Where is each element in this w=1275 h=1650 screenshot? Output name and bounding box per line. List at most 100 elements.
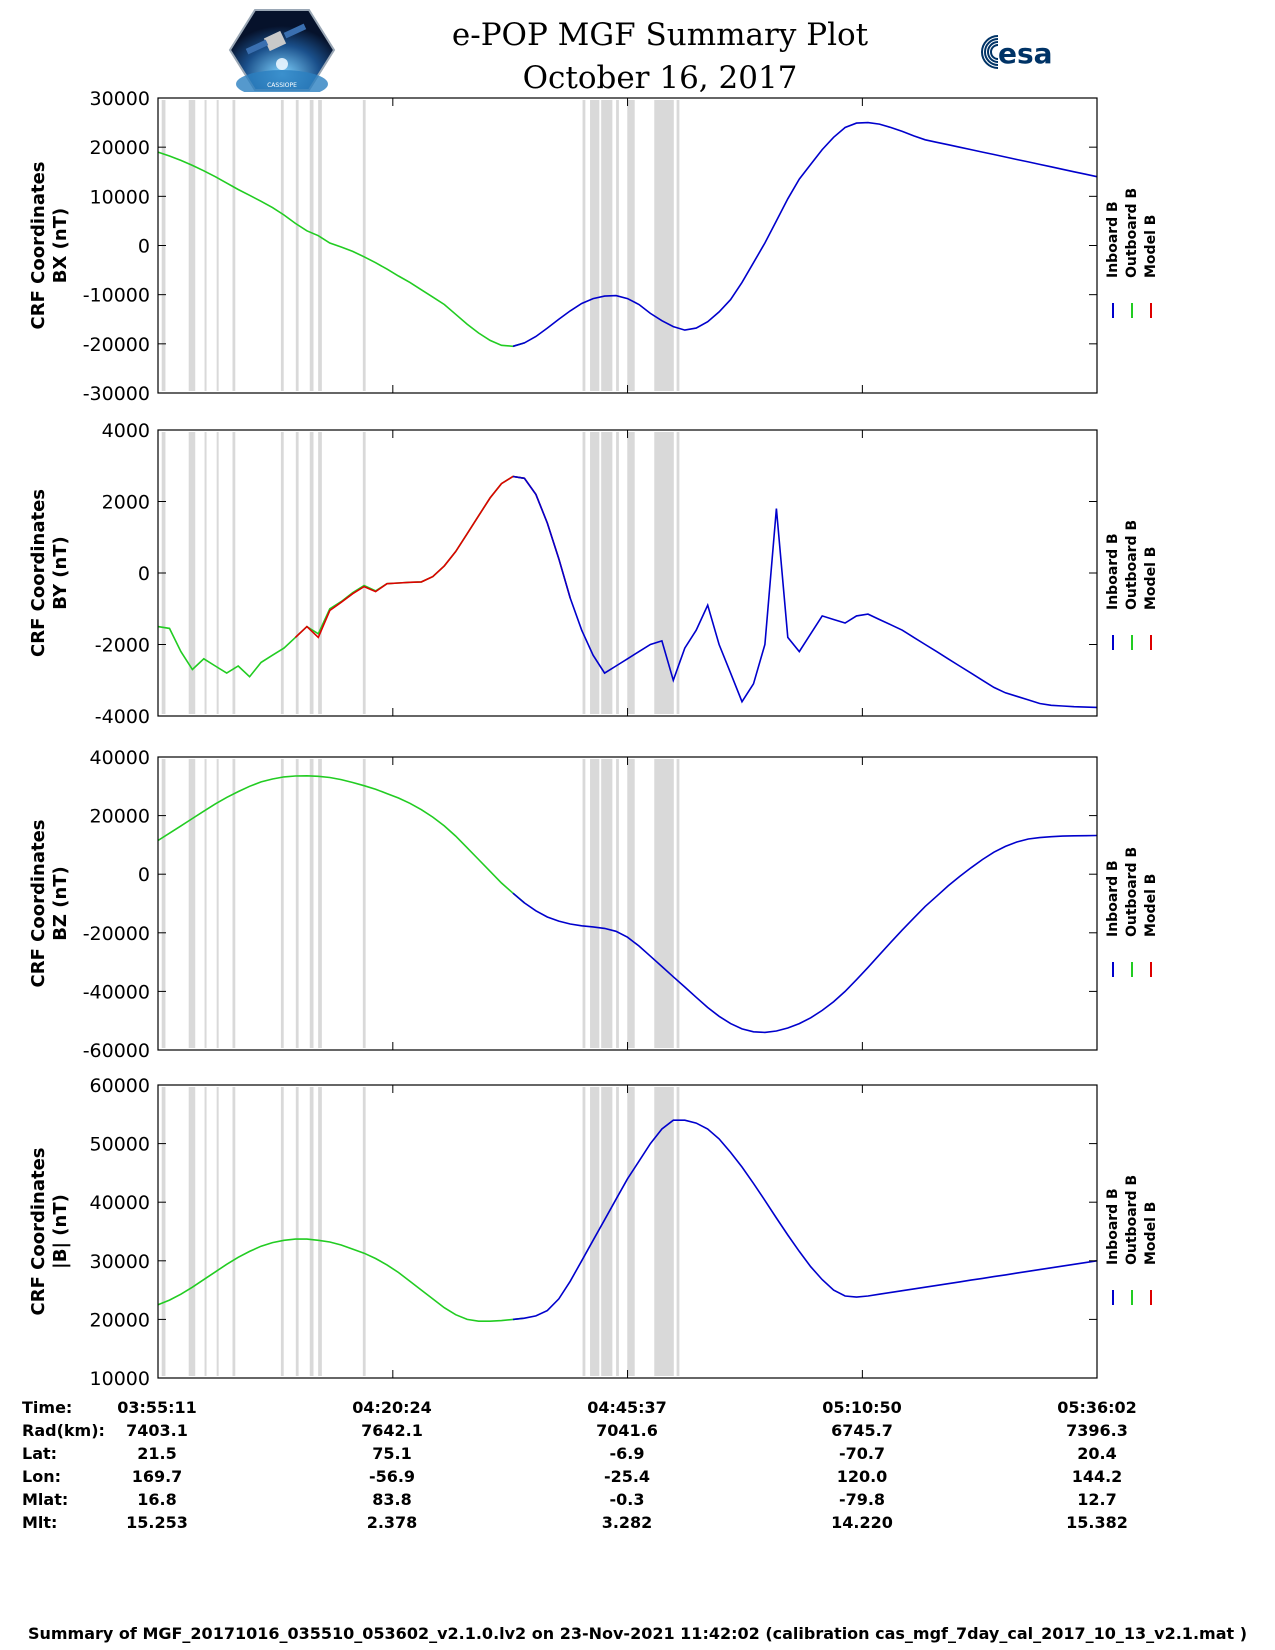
data-gap-band: [362, 100, 366, 391]
y-axis-label: CRF CoordinatesBZ (nT): [28, 820, 71, 988]
plot-title-line2: October 16, 2017: [522, 60, 798, 96]
data-gap-band: [216, 759, 219, 1048]
y-axis-label-line2: |B| (nT): [50, 1194, 71, 1269]
data-gap-band: [280, 100, 284, 391]
data-gap-band: [204, 432, 207, 714]
data-gap-band: [232, 432, 236, 714]
series-line-inboard-b: [512, 1119, 1098, 1321]
data-gap-band: [601, 100, 613, 391]
panel-4: 10000 20000 30000 40000 50000 60000 CRF Coordi…: [28, 1075, 1159, 1390]
y-tick-label: 0: [138, 864, 150, 886]
y-tick-label: 10000: [90, 1368, 150, 1390]
data-gap-band: [309, 1087, 314, 1376]
ephemeris-cell: 144.2: [1071, 1467, 1123, 1486]
legend-label: Inboard B: [1105, 201, 1121, 278]
series-line-outboard-b: [157, 475, 525, 678]
data-gap-band: [654, 432, 674, 714]
y-tick-label: 20000: [90, 1309, 150, 1331]
data-gap-band: [309, 432, 314, 714]
data-gap-band: [627, 759, 635, 1048]
series-line-outboard-b: [157, 1238, 525, 1322]
data-gap-band: [654, 100, 674, 391]
data-gap-band: [318, 759, 322, 1048]
ephemeris-row-label: Lon:: [22, 1467, 61, 1486]
y-tick-label: 0: [138, 236, 150, 258]
legend-label: Outboard B: [1124, 1175, 1140, 1265]
y-tick-label: 4000: [102, 420, 150, 442]
data-gap-band: [295, 759, 299, 1048]
y-axis-label-line1: CRF Coordinates: [28, 820, 49, 988]
data-gap-band: [232, 100, 236, 391]
y-axis-label: CRF Coordinates|B| (nT): [28, 1148, 71, 1316]
ephemeris-cell: -25.4: [603, 1467, 651, 1486]
data-gap-band: [601, 759, 613, 1048]
data-gap-band: [590, 100, 600, 391]
y-tick-label: 2000: [102, 492, 150, 514]
ephemeris-cell: 169.7: [131, 1467, 183, 1486]
ephemeris-cell: 12.7: [1077, 1490, 1117, 1509]
ephemeris-cell: 6745.7: [831, 1421, 893, 1440]
svg-text:CASSIOPE: CASSIOPE: [267, 82, 297, 89]
ephemeris-cell: 7041.6: [596, 1421, 658, 1440]
ephemeris-cell: -79.8: [838, 1490, 886, 1509]
data-gap-band: [232, 759, 236, 1048]
data-gap-band: [601, 1087, 613, 1376]
y-axis-label-line2: BZ (nT): [50, 866, 71, 941]
data-gap-band: [161, 759, 166, 1048]
satellite-patch-icon: CASSIOPE: [228, 9, 336, 98]
data-gap-band: [309, 759, 314, 1048]
y-axis-label: CRF CoordinatesBY (nT): [28, 489, 71, 657]
y-tick-label: 30000: [90, 88, 150, 110]
y-axis-label-line2: BX (nT): [50, 208, 71, 283]
y-tick-label: -40000: [83, 981, 150, 1003]
data-gap-band: [676, 759, 680, 1048]
ephemeris-cell: -6.9: [609, 1444, 645, 1463]
data-gap-band: [601, 432, 613, 714]
ephemeris-cell: 7403.1: [126, 1421, 188, 1440]
data-gap-band: [590, 759, 600, 1048]
data-gap-band: [627, 100, 635, 391]
ephemeris-cell: 15.253: [126, 1513, 188, 1532]
series-line-model-b: [294, 475, 571, 639]
y-tick-label: 20000: [90, 137, 150, 159]
ephemeris-cell: -56.9: [368, 1467, 416, 1486]
legend-label: Model B: [1143, 874, 1159, 937]
y-tick-label: 10000: [90, 186, 150, 208]
ephemeris-cell: 7642.1: [361, 1421, 423, 1440]
y-tick-label: 30000: [90, 1251, 150, 1273]
panel-3: -60000 -40000 -20000 0 20000 40000 CRF Coordin…: [28, 747, 1159, 1062]
y-tick-label: -4000: [95, 706, 150, 728]
ephemeris-row-label: Lat:: [22, 1444, 58, 1463]
y-tick-label: 50000: [90, 1134, 150, 1156]
y-tick-label: -60000: [83, 1040, 150, 1062]
data-gap-band: [188, 432, 196, 714]
ephemeris-cell: 15.382: [1066, 1513, 1128, 1532]
y-tick-label: -10000: [83, 285, 150, 307]
series-line-outboard-b: [157, 151, 525, 348]
y-axis-label: CRF CoordinatesBX (nT): [28, 162, 71, 330]
legend-label: Inboard B: [1105, 533, 1121, 610]
data-gap-band: [590, 432, 600, 714]
data-gap-band: [232, 1087, 236, 1376]
data-gap-band: [280, 432, 284, 714]
y-axis-label-line2: BY (nT): [50, 536, 71, 610]
data-gap-band: [295, 100, 299, 391]
ephemeris-row-label: Mlt:: [22, 1513, 58, 1532]
data-gap-band: [654, 1087, 674, 1376]
panel-2: -4000 -2000 0 2000 4000 CRF CoordinatesBY (nT…: [28, 420, 1159, 728]
legend-label: Outboard B: [1124, 188, 1140, 278]
ephemeris-cell: -70.7: [838, 1444, 886, 1463]
ephemeris-cell: 3.282: [601, 1513, 653, 1532]
data-gap-band: [204, 100, 207, 391]
y-tick-label: 20000: [90, 806, 150, 828]
legend-label: Outboard B: [1124, 847, 1140, 937]
ephemeris-cell: 04:20:24: [352, 1398, 432, 1417]
y-tick-label: -30000: [83, 383, 150, 405]
series-line-inboard-b: [512, 475, 1098, 709]
plot-title: e-POP MGF Summary Plot October 16, 2017: [380, 14, 940, 100]
data-gap-band: [362, 432, 366, 714]
ephemeris-cell: 20.4: [1077, 1444, 1117, 1463]
data-gap-band: [188, 100, 196, 391]
data-gap-band: [318, 100, 322, 391]
